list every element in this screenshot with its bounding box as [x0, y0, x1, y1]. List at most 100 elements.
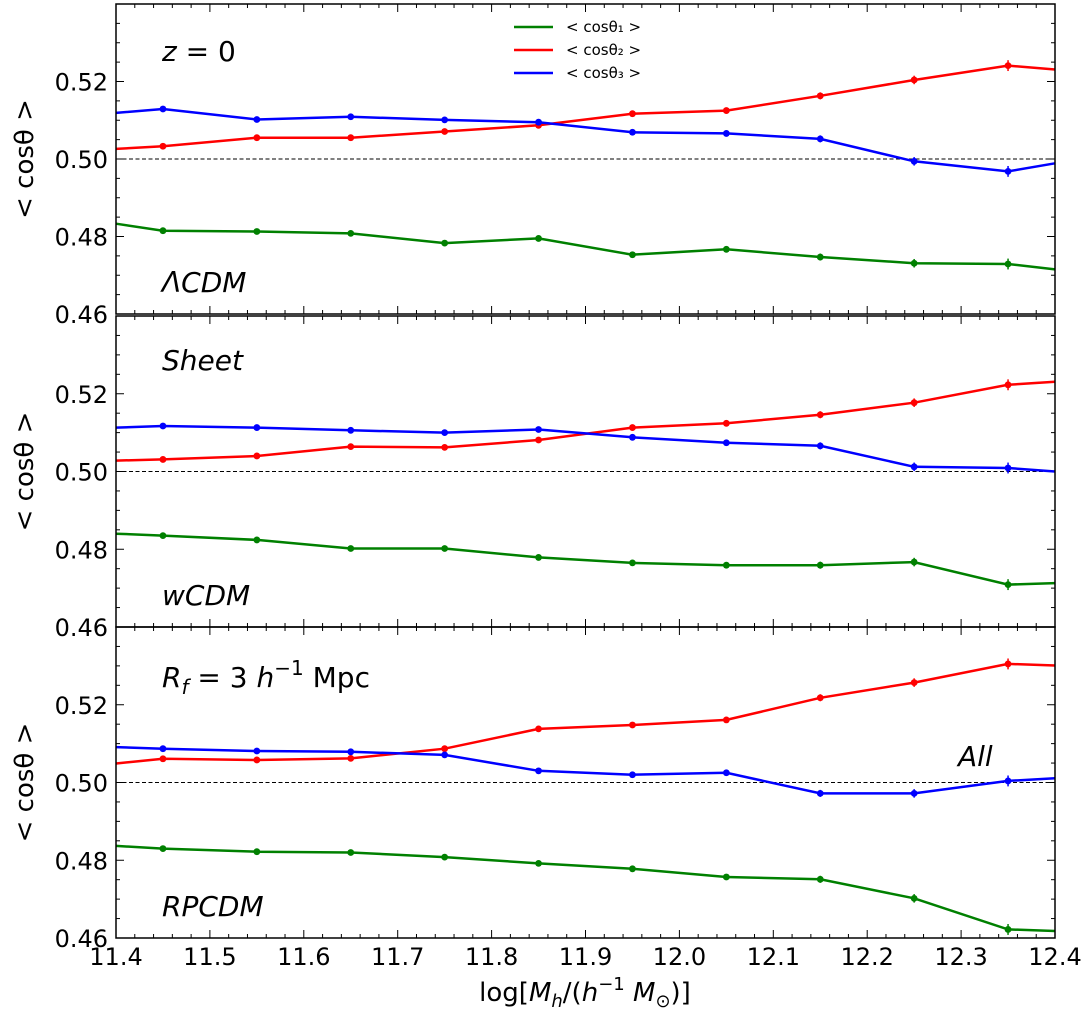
y-tick-label: 0.48	[55, 847, 108, 875]
data-point	[722, 130, 730, 137]
legend: < cosθ₁ > < cosθ₂ > < cosθ₃ >	[514, 18, 641, 82]
y-tick-label: 0.50	[55, 459, 108, 487]
data-point	[910, 259, 918, 267]
data-point	[910, 76, 918, 84]
data-point	[347, 849, 355, 856]
axes-frame	[115, 626, 1056, 939]
panel-annotation-top: z = 0	[161, 35, 236, 68]
data-point	[159, 755, 167, 763]
data-point	[629, 128, 636, 136]
data-point	[1004, 581, 1012, 589]
data-point	[722, 561, 730, 569]
data-point	[629, 433, 636, 441]
data-point	[535, 767, 542, 775]
data-point	[159, 532, 167, 540]
series-line	[115, 107, 1056, 173]
data-point	[816, 135, 824, 143]
data-point	[629, 110, 636, 118]
data-point	[816, 694, 824, 702]
y-tick-label: 0.50	[55, 146, 108, 174]
data-point	[159, 422, 167, 430]
data-point	[1004, 464, 1012, 472]
x-tick-label: 12.4	[1028, 943, 1081, 971]
panel-1: 0.46 0.48 0.50 0.52 < cosθ > z = 0 ΛCDM	[10, 3, 1056, 329]
data-point	[253, 452, 261, 460]
data-point	[629, 251, 636, 259]
panel-annotation-extra: All	[956, 740, 993, 773]
data-point	[347, 443, 355, 451]
data-point	[816, 92, 824, 100]
y-tick-label: 0.48	[55, 224, 108, 252]
data-point	[441, 745, 449, 753]
y-axis-label: < cosθ >	[10, 99, 40, 219]
x-tick-labels: 11.4 11.5 11.6 11.7 11.8 11.9 12.0 12.1 12.2 12.3…	[89, 943, 1081, 971]
data-point	[441, 545, 449, 552]
data-point	[441, 429, 449, 437]
x-tick-label: 12.3	[934, 943, 987, 971]
data-point	[1004, 168, 1012, 175]
data-point	[159, 845, 167, 852]
data-point	[629, 559, 636, 567]
data-point	[253, 747, 261, 755]
series-1	[115, 844, 1056, 935]
data-point	[722, 769, 730, 777]
data-point	[910, 157, 918, 165]
series-3	[115, 105, 1056, 177]
data-point	[535, 725, 542, 733]
y-tick-label: 0.46	[55, 614, 108, 642]
data-point	[347, 754, 355, 762]
data-point	[535, 554, 542, 561]
data-point	[910, 679, 918, 686]
data-point	[253, 848, 261, 856]
data-point	[910, 789, 918, 797]
series-2	[115, 379, 1056, 463]
series-line	[115, 222, 1056, 271]
data-point	[1004, 260, 1012, 268]
data-point	[816, 789, 824, 797]
series-2	[115, 658, 1056, 765]
y-tick-label: 0.48	[55, 536, 108, 564]
data-point	[347, 545, 355, 552]
legend-entry: < cosθ₃ >	[566, 64, 641, 82]
panel-annotation-top: Rf = 3 h−1 Mpc	[162, 656, 370, 699]
data-point	[1004, 660, 1012, 668]
data-point	[816, 411, 824, 419]
data-point	[1004, 381, 1012, 389]
y-tick-label: 0.52	[55, 692, 108, 720]
data-point	[253, 228, 261, 235]
panel-annotation-bottom: wCDM	[162, 579, 250, 612]
data-point	[159, 745, 167, 753]
data-point	[722, 245, 730, 253]
x-tick-label: 11.6	[277, 943, 330, 971]
series-3	[115, 745, 1056, 798]
data-point	[1004, 62, 1012, 70]
data-point	[535, 118, 542, 126]
series-line	[115, 745, 1056, 795]
data-point	[347, 113, 355, 121]
x-tick-label: 12.2	[840, 943, 893, 971]
data-point	[910, 894, 918, 902]
panel-2: 0.46 0.48 0.50 0.52 < cosθ > Sheet wCDM	[10, 315, 1056, 642]
data-point	[441, 239, 449, 247]
data-point	[629, 771, 636, 779]
data-point	[441, 751, 449, 759]
data-point	[910, 399, 918, 407]
legend-entry: < cosθ₁ >	[566, 18, 641, 36]
panel-annotation-top: Sheet	[162, 344, 244, 377]
x-axis-label: log[Mh/(h−1 M⊙)]	[479, 974, 691, 1012]
data-point	[535, 426, 542, 433]
series-line	[115, 662, 1056, 765]
data-point	[816, 442, 824, 450]
y-tick-label: 0.46	[55, 301, 108, 329]
data-point	[253, 536, 261, 544]
data-point	[910, 558, 918, 566]
data-point	[441, 116, 449, 124]
series-1	[115, 532, 1056, 591]
x-tick-label: 11.8	[465, 943, 518, 971]
data-point	[816, 561, 824, 569]
data-point	[159, 105, 167, 113]
data-point	[253, 756, 261, 764]
data-point	[441, 853, 449, 861]
panel-3: 0.46 0.48 0.50 0.52 < cosθ > Rf = 3 h−1 Mpc Al…	[10, 626, 1056, 953]
